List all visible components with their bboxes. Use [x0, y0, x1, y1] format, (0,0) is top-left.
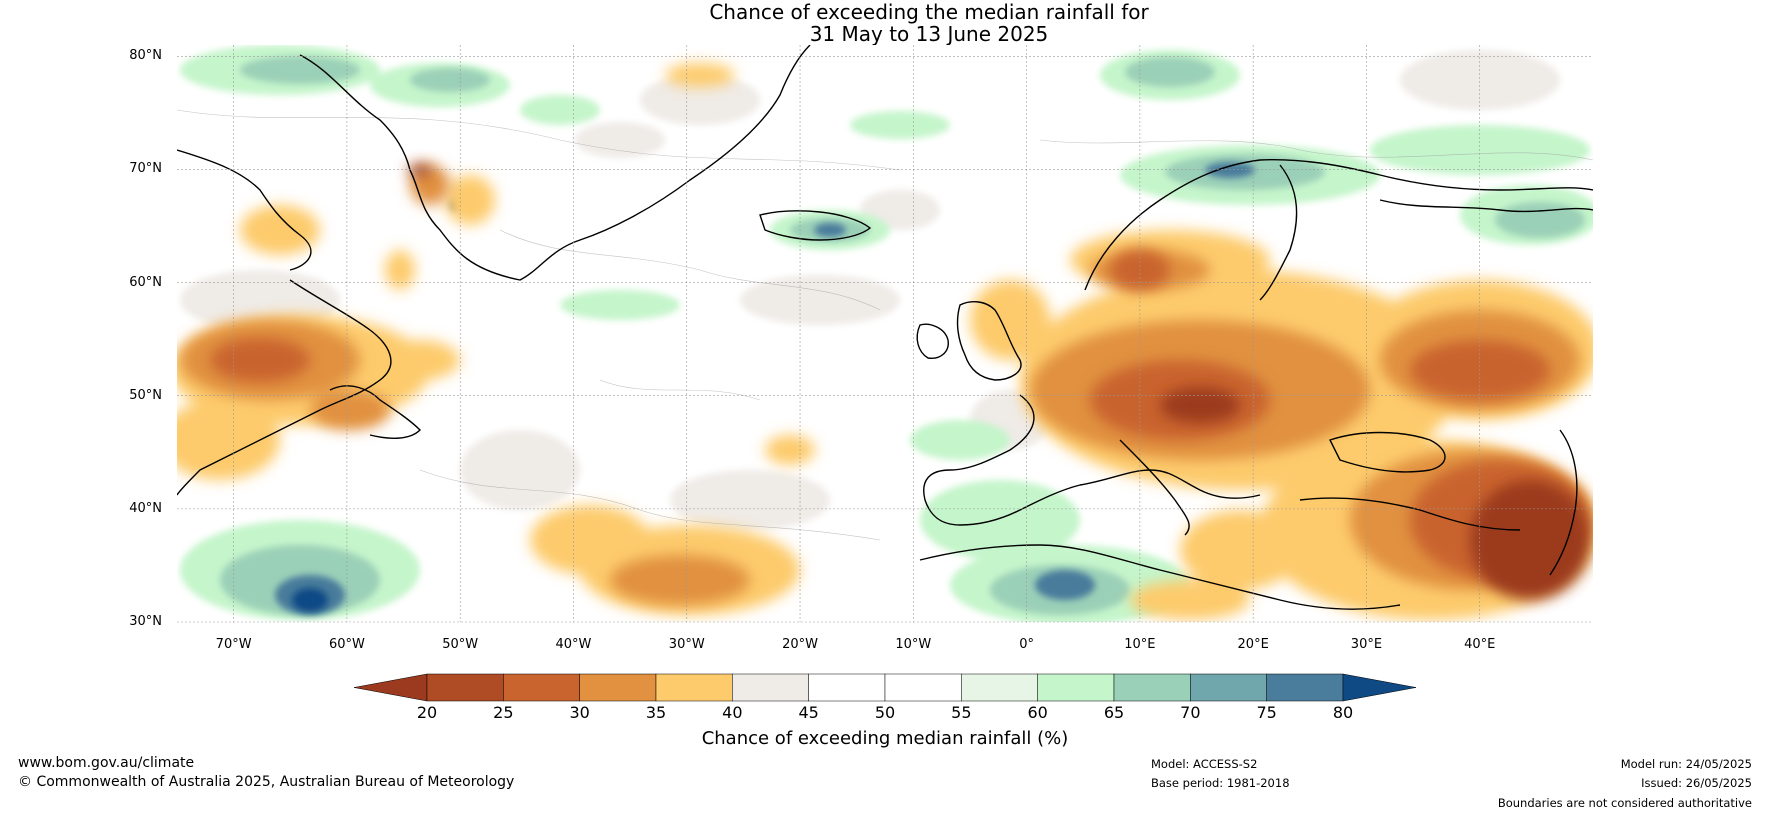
- latitude-label: 80°N: [129, 48, 162, 64]
- colorbar-bin: [426, 673, 504, 702]
- latitude-label: 70°N: [129, 161, 162, 177]
- longitude-label: 70°W: [215, 637, 252, 652]
- colorbar-bin: [1113, 673, 1191, 702]
- near-median-shading: [180, 50, 1560, 530]
- colorbar-tick-label: 40: [722, 703, 743, 722]
- map-title: Chance of exceeding the median rainfall …: [709, 0, 1149, 24]
- colorbar-bin: [961, 673, 1038, 702]
- longitude-label: 50°W: [442, 637, 479, 652]
- longitude-label: 20°E: [1237, 637, 1269, 652]
- model-info: Model: ACCESS-S2: [1151, 757, 1258, 771]
- longitude-label: 40°E: [1464, 637, 1496, 652]
- colorbar-bin: [1190, 673, 1267, 702]
- colorbar-extend-high: [1342, 673, 1417, 702]
- copyright-text: © Commonwealth of Australia 2025, Austra…: [18, 774, 515, 790]
- probability-field: [177, 45, 1593, 622]
- colorbar-label: Chance of exceeding median rainfall (%): [701, 728, 1069, 749]
- coastlines: [177, 45, 1593, 610]
- colorbar-tick-label: 25: [493, 703, 514, 722]
- longitude-label: 0°: [1019, 637, 1034, 652]
- map-subtitle-dates: 31 May to 13 June 2025: [809, 22, 1049, 46]
- longitude-label: 10°E: [1124, 637, 1156, 652]
- longitude-label: 30°E: [1350, 637, 1383, 652]
- colorbar-tick-label: 45: [798, 703, 819, 722]
- colorbar: [353, 673, 1417, 702]
- colorbar-bin: [579, 673, 657, 702]
- dry-shading-extreme: [408, 164, 1590, 600]
- colorbar-tick-label: 35: [645, 703, 667, 722]
- colorbar-bin: [1266, 673, 1344, 702]
- graticule: [177, 45, 1593, 623]
- latitude-label: 30°N: [129, 614, 162, 629]
- boundaries-disclaimer: Boundaries are not considered authoritat…: [1497, 796, 1752, 810]
- colorbar-bin: [503, 673, 580, 702]
- colorbar-tick-label: 20: [416, 703, 438, 722]
- longitude-label: 10°W: [895, 637, 932, 652]
- colorbar-tick-label: 65: [1103, 703, 1125, 722]
- colorbar-tick-label: 50: [874, 703, 896, 722]
- issued-date: Issued: 26/05/2025: [1641, 776, 1752, 790]
- latitude-label: 60°N: [129, 274, 162, 290]
- longitude-label: 20°W: [782, 637, 818, 652]
- model-run-date: Model run: 24/05/2025: [1620, 757, 1752, 771]
- colorbar-bin: [655, 673, 733, 702]
- website-link[interactable]: www.bom.gov.au/climate: [18, 755, 195, 771]
- longitude-label: 40°W: [555, 637, 592, 652]
- colorbar-bin: [1037, 673, 1115, 702]
- colorbar-bin: [732, 673, 809, 702]
- colorbar-tick-label: 55: [951, 703, 972, 722]
- longitude-label: 60°W: [328, 637, 365, 652]
- latitude-label: 50°N: [129, 387, 162, 403]
- latitude-label: 40°N: [129, 500, 162, 516]
- colorbar-tick-label: 30: [569, 703, 590, 722]
- contour-lines: [177, 109, 1593, 541]
- colorbar-tick-label: 60: [1027, 703, 1048, 722]
- colorbar-bin: [808, 673, 886, 702]
- base-period-info: Base period: 1981-2018: [1151, 776, 1290, 790]
- colorbar-bin: [884, 673, 962, 702]
- colorbar-tick-label: 75: [1256, 703, 1277, 722]
- colorbar-tick-label: 80: [1332, 703, 1354, 722]
- longitude-label: 30°W: [668, 637, 705, 652]
- colorbar-extend-low: [353, 673, 428, 702]
- colorbar-tick-label: 70: [1180, 703, 1201, 722]
